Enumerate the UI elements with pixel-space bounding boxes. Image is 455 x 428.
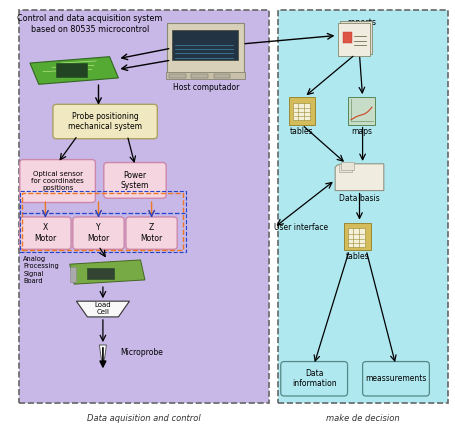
Text: maps: maps xyxy=(350,127,371,136)
FancyBboxPatch shape xyxy=(56,63,87,77)
Text: Y
Motor: Y Motor xyxy=(87,223,109,243)
FancyBboxPatch shape xyxy=(191,74,208,78)
FancyBboxPatch shape xyxy=(104,163,166,198)
FancyBboxPatch shape xyxy=(288,97,314,125)
Text: Load
Cell: Load Cell xyxy=(94,302,111,315)
Text: Probe positioning
mechanical system: Probe positioning mechanical system xyxy=(68,112,142,131)
FancyBboxPatch shape xyxy=(277,10,447,403)
Polygon shape xyxy=(70,260,145,284)
FancyBboxPatch shape xyxy=(20,160,95,202)
FancyBboxPatch shape xyxy=(53,104,157,139)
FancyBboxPatch shape xyxy=(169,74,186,78)
FancyBboxPatch shape xyxy=(293,103,309,120)
Text: Power
System: Power System xyxy=(121,171,149,190)
Text: Microprobe: Microprobe xyxy=(121,348,163,357)
Text: Analog
Processing
Signal
Board: Analog Processing Signal Board xyxy=(23,256,59,284)
FancyBboxPatch shape xyxy=(73,217,124,249)
FancyBboxPatch shape xyxy=(166,72,244,79)
FancyBboxPatch shape xyxy=(126,217,177,249)
FancyBboxPatch shape xyxy=(362,362,429,396)
Text: Data basis: Data basis xyxy=(339,193,379,202)
Text: Data aquisition and control: Data aquisition and control xyxy=(87,414,200,423)
Polygon shape xyxy=(76,301,129,317)
FancyBboxPatch shape xyxy=(338,23,369,56)
FancyBboxPatch shape xyxy=(338,164,351,172)
FancyBboxPatch shape xyxy=(340,21,371,54)
Polygon shape xyxy=(30,56,118,84)
Text: meassurements: meassurements xyxy=(364,374,426,383)
Text: Control and data acquisition system
based on 80535 microcontrol: Control and data acquisition system base… xyxy=(17,14,162,33)
FancyBboxPatch shape xyxy=(167,23,244,76)
Text: Z
Motor: Z Motor xyxy=(140,223,162,243)
FancyBboxPatch shape xyxy=(340,162,354,170)
Text: make de decision: make de decision xyxy=(325,414,399,423)
FancyBboxPatch shape xyxy=(280,362,347,396)
FancyBboxPatch shape xyxy=(343,223,370,250)
Text: Optical sensor
for coordinates
positions: Optical sensor for coordinates positions xyxy=(31,171,84,191)
FancyBboxPatch shape xyxy=(70,267,76,282)
FancyBboxPatch shape xyxy=(347,228,364,247)
Text: Host computador: Host computador xyxy=(172,83,239,92)
Text: User interface: User interface xyxy=(273,223,328,232)
FancyBboxPatch shape xyxy=(213,74,230,78)
Polygon shape xyxy=(99,345,106,363)
FancyBboxPatch shape xyxy=(19,10,268,403)
FancyBboxPatch shape xyxy=(348,97,374,125)
FancyBboxPatch shape xyxy=(342,32,351,43)
FancyBboxPatch shape xyxy=(87,268,114,279)
Text: tables: tables xyxy=(289,127,313,136)
Text: tables: tables xyxy=(345,252,368,261)
Text: reports: reports xyxy=(346,18,375,27)
Text: X
Motor: X Motor xyxy=(34,223,56,243)
Text: Data
information: Data information xyxy=(291,369,336,389)
FancyBboxPatch shape xyxy=(20,217,71,249)
FancyBboxPatch shape xyxy=(172,30,238,60)
Polygon shape xyxy=(334,164,383,190)
